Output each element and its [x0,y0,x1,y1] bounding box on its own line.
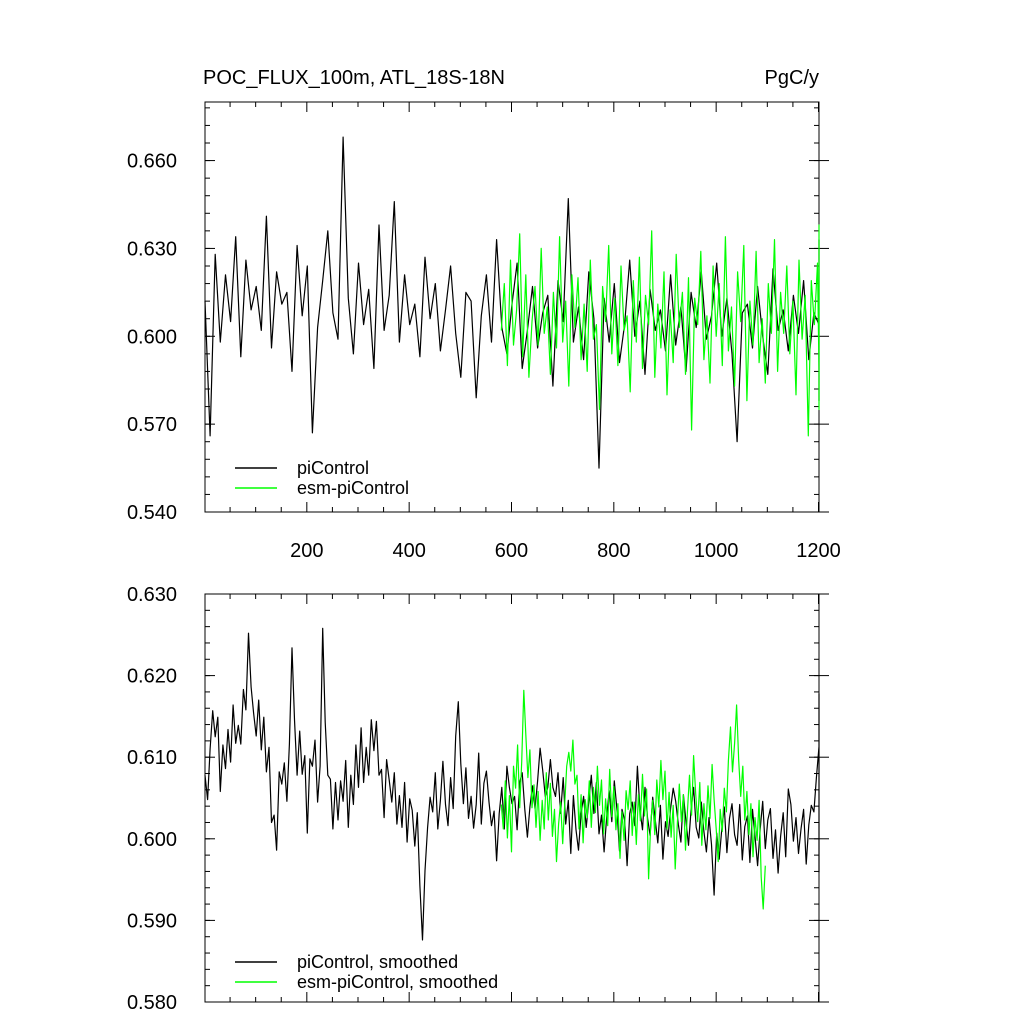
x-tick-label: 400 [392,540,425,562]
x-tick-label: 200 [290,540,323,562]
legend-label: piControl [297,458,369,478]
y-tick-label: 0.600 [127,829,177,851]
y-tick-label: 0.580 [127,992,177,1014]
top-panel-raw-series: 200 400 600 800 1000 1200 0.540 0.570 0.600 0.630… [127,101,841,562]
y-tick-label: 0.630 [127,584,177,606]
y-tick-label: 0.660 [127,151,177,173]
y-tick-label: 0.630 [127,238,177,260]
units-label: PgC/y [765,67,819,89]
y-tick-label: 0.590 [127,910,177,932]
x-tick-label: 1000 [694,540,739,562]
bottom-panel-smoothed-series: 0.580 0.590 0.600 0.610 0.620 0.630 piControl,… [127,584,829,1014]
chart-title: POC_FLUX_100m, ATL_18S-18N [203,67,505,89]
series-line-picontrol-smoothed [204,627,820,941]
legend-label: piControl, smoothed [297,952,458,972]
y-tick-label: 0.610 [127,747,177,769]
series-line-esm-picontrol-smoothed [500,689,766,910]
x-tick-label: 600 [495,540,528,562]
x-tick-label: 1200 [796,540,841,562]
y-tick-label: 0.570 [127,414,177,436]
legend-label: esm-piControl, smoothed [297,972,498,992]
y-tick-label: 0.540 [127,502,177,524]
x-tick-label: 800 [597,540,630,562]
y-tick-label: 0.600 [127,326,177,348]
series-line-esm-picontrol [500,224,820,437]
y-tick-label: 0.620 [127,666,177,688]
legend-label: esm-piControl [297,478,409,498]
